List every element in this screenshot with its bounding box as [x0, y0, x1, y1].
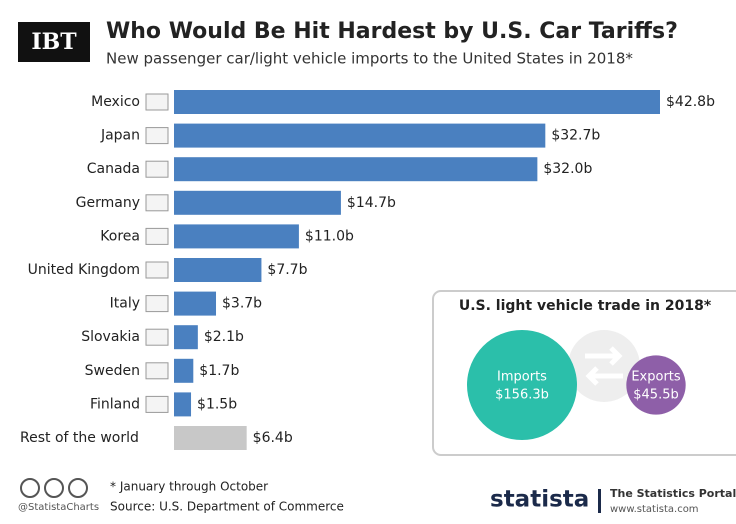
flag-icon — [145, 194, 169, 212]
arrow-icon — [568, 330, 640, 402]
bubble-value: $45.5b — [633, 388, 678, 403]
brand: statista — [490, 487, 589, 513]
category-label: Korea — [100, 228, 140, 244]
bubble — [467, 330, 577, 440]
category-label: Italy — [110, 296, 140, 312]
logo: IBT — [31, 29, 77, 55]
handle: @StatistaCharts — [18, 502, 99, 513]
bar — [174, 224, 299, 249]
tagline: The Statistics Portal — [610, 487, 736, 500]
bar — [174, 123, 546, 148]
category-label: Mexico — [91, 94, 140, 110]
bar — [174, 190, 341, 215]
category-label: Germany — [76, 195, 140, 211]
bubble-label: Exports — [631, 370, 681, 385]
flag-icon — [145, 93, 169, 111]
category-label: Sweden — [85, 363, 140, 379]
value-label: $3.7b — [222, 296, 262, 312]
flag-icon — [145, 295, 169, 313]
brand-divider — [598, 489, 601, 513]
flag-icon — [145, 328, 169, 346]
value-label: $7.7b — [267, 262, 307, 278]
bubble-value: $156.3b — [495, 388, 549, 403]
flag-icon — [145, 127, 169, 145]
bar — [174, 90, 660, 114]
bubble-label: Imports — [497, 370, 547, 385]
value-label: $6.4b — [253, 430, 293, 446]
category-label: Slovakia — [81, 329, 140, 345]
category-label: Rest of the world — [20, 430, 139, 446]
url: www.statista.com — [610, 504, 699, 515]
bar — [174, 291, 217, 316]
flag-icon — [145, 362, 169, 380]
category-label: Japan — [100, 128, 140, 144]
flag-icon — [145, 395, 169, 413]
arrows — [585, 346, 623, 386]
bubble — [626, 355, 686, 415]
flag-icon — [145, 160, 169, 178]
flag-icon — [145, 227, 169, 245]
title: Who Would Be Hit Hardest by U.S. Car Tar… — [106, 19, 678, 44]
category-label: Finland — [90, 396, 140, 412]
bar — [174, 358, 194, 383]
inset-title: U.S. light vehicle trade in 2018* — [459, 298, 712, 314]
bar — [174, 258, 262, 282]
category-label: Canada — [87, 161, 140, 177]
logo-box — [18, 22, 90, 62]
value-label: $1.7b — [199, 363, 239, 379]
cc-icons — [20, 478, 88, 498]
subtitle: New passenger car/light vehicle imports … — [106, 50, 633, 68]
value-label: $32.7b — [551, 128, 600, 144]
value-label: $2.1b — [204, 329, 244, 345]
bar — [174, 392, 192, 417]
flag-icon — [145, 261, 169, 279]
footnote: * January through October — [110, 480, 268, 494]
value-label: $1.5b — [197, 396, 237, 412]
category-label: United Kingdom — [28, 262, 140, 278]
value-label: $32.0b — [543, 161, 592, 177]
bar — [174, 325, 198, 350]
bar — [174, 157, 538, 182]
value-label: $14.7b — [347, 195, 396, 211]
source: Source: U.S. Department of Commerce — [110, 500, 344, 514]
value-label: $42.8b — [666, 94, 715, 110]
bar — [174, 426, 247, 450]
value-label: $11.0b — [305, 228, 354, 244]
